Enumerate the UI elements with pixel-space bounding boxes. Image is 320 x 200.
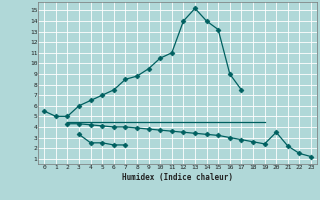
X-axis label: Humidex (Indice chaleur): Humidex (Indice chaleur) (122, 173, 233, 182)
